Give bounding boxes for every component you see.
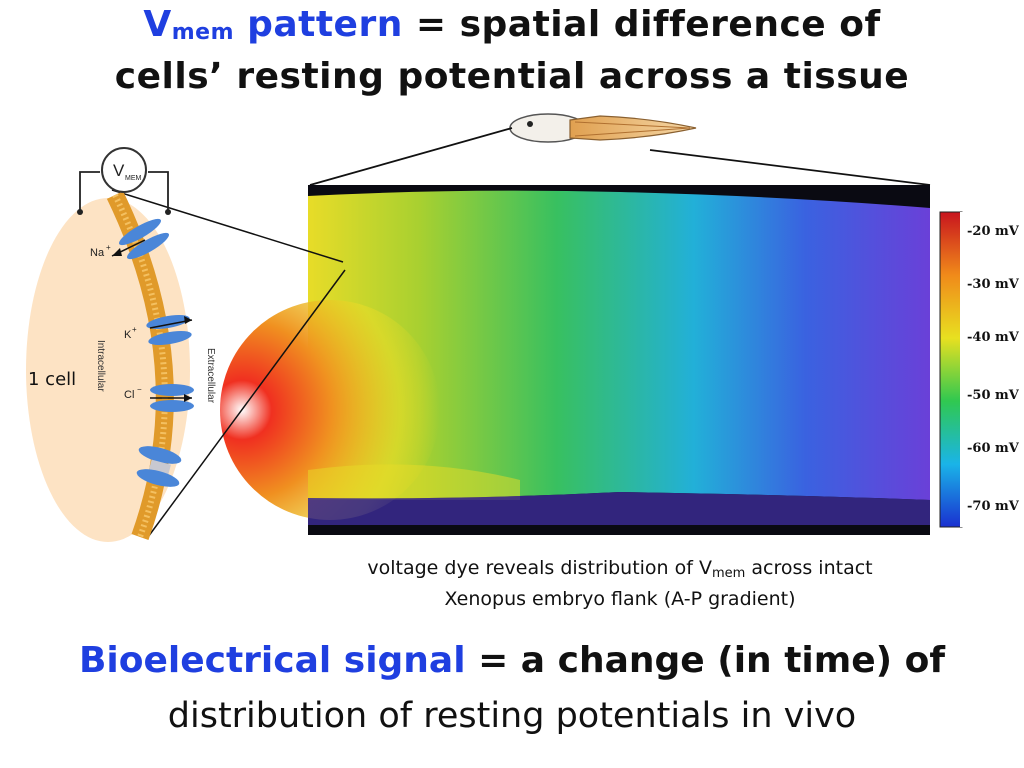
ion-label-k: K	[124, 329, 132, 341]
voltage-dye-heatmap	[220, 185, 930, 535]
colorbar-label-2: -30 mV	[967, 277, 1020, 292]
voltmeter-icon	[101, 147, 147, 193]
bottom-line-1: Bioelectrical signal = a change (in time…	[78, 640, 946, 681]
meter-wire-left	[79, 171, 100, 212]
cell-diagram: V MEM Na + K + Cl − 1 cell Intracellular…	[26, 147, 216, 542]
zoom-line-bottom	[147, 269, 346, 538]
meter-wire-right	[148, 171, 169, 212]
meter-label-sub: MEM	[125, 175, 142, 182]
colorbar-label-4: -50 mV	[967, 388, 1020, 403]
ion-channel-other	[136, 446, 182, 487]
bioelectrical-signal-term: Bioelectrical signal	[78, 640, 466, 681]
ion-channel-cl	[150, 384, 194, 412]
pattern-term: pattern	[247, 4, 403, 45]
label-extracellular: Extracellular	[205, 348, 216, 404]
caption-line-1: voltage dye reveals distribution of Vmem…	[367, 557, 873, 581]
colorbar-label-1: -20 mV	[967, 224, 1020, 239]
vmem-term: Vmem	[143, 4, 235, 45]
tadpole-illustration	[509, 113, 697, 143]
projection-line-left	[309, 127, 513, 186]
ion-label-cl: Cl	[124, 389, 134, 401]
meter-label-main: V	[113, 161, 125, 180]
svg-text:+: +	[106, 243, 111, 252]
projection-line-right	[649, 149, 931, 186]
ion-channel-k	[146, 314, 192, 346]
title-line-1-rest: = spatial difference of	[415, 4, 881, 45]
caption-line-2: Xenopus embryo flank (A-P gradient)	[444, 588, 796, 610]
title-line-2: cells’ resting potential across a tissue	[114, 56, 910, 97]
svg-text:+: +	[132, 325, 137, 334]
colorbar-label-6: -70 mV	[967, 499, 1020, 514]
bottom-line-2: distribution of resting potentials in vi…	[167, 696, 857, 736]
image-caption: voltage dye reveals distribution of Vmem…	[300, 554, 940, 613]
title-line-1: Vmem pattern = spatial difference of	[0, 4, 1024, 45]
colorbar: -20 mV -30 mV -40 mV -50 mV -60 mV -70 m…	[939, 211, 1020, 528]
colorbar-label-3: -40 mV	[967, 330, 1020, 345]
colorbar-label-5: -60 mV	[967, 441, 1020, 456]
label-intracellular: Intracellular	[95, 340, 106, 392]
ion-channel-na	[119, 218, 169, 260]
label-one-cell: 1 cell	[28, 369, 76, 390]
ion-label-na: Na	[90, 247, 105, 259]
svg-text:−: −	[137, 385, 142, 394]
zoom-line-top	[111, 189, 344, 263]
